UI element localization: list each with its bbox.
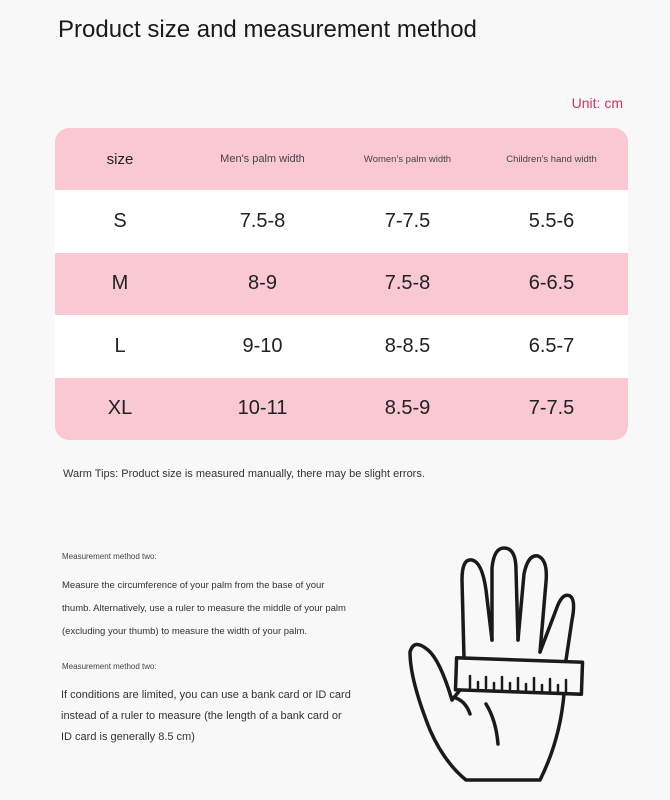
men-cell: 7.5-8 xyxy=(239,210,286,233)
method-label: Measurement method two: xyxy=(62,552,157,561)
header-children: Children's hand width xyxy=(506,153,597,165)
method-label: Measurement method two: xyxy=(62,662,157,671)
hand-with-ruler-icon xyxy=(408,546,585,782)
children-cell: 5.5-6 xyxy=(528,210,575,233)
size-cell: L xyxy=(114,334,126,357)
header-women: Women's palm width xyxy=(363,153,452,165)
header-size: size xyxy=(106,150,134,168)
warm-tips: Warm Tips: Product size is measured manu… xyxy=(63,468,425,480)
men-cell: 8-9 xyxy=(248,272,277,295)
table-row: L 9-10 8-8.5 6.5-7 xyxy=(55,315,628,378)
women-cell: 8-8.5 xyxy=(384,334,431,357)
children-cell: 6-6.5 xyxy=(528,272,575,295)
men-cell: 9-10 xyxy=(242,334,283,357)
unit-label: Unit: cm xyxy=(571,95,623,111)
children-cell: 7-7.5 xyxy=(528,397,575,420)
size-cell: M xyxy=(111,272,129,295)
men-cell: 10-11 xyxy=(237,397,288,420)
method-text: Measure the circumference of your palm f… xyxy=(62,580,346,637)
women-cell: 7.5-8 xyxy=(384,272,431,295)
table-row: M 8-9 7.5-8 6-6.5 xyxy=(55,252,628,316)
size-cell: XL xyxy=(107,397,133,420)
size-cell: S xyxy=(113,210,127,233)
method-text: If conditions are limited, you can use a… xyxy=(61,689,351,743)
table-row: XL 10-11 8.5-9 7-7.5 xyxy=(55,377,628,440)
table-header: size Men's palm width Women's palm width… xyxy=(55,128,628,191)
size-table: size Men's palm width Women's palm width… xyxy=(55,128,628,440)
page-title: Product size and measurement method xyxy=(58,16,477,43)
children-cell: 6.5-7 xyxy=(528,334,575,357)
women-cell: 7-7.5 xyxy=(384,210,431,233)
table-row: S 7.5-8 7-7.5 5.5-6 xyxy=(55,190,628,253)
women-cell: 8.5-9 xyxy=(384,397,431,420)
header-men: Men's palm width xyxy=(220,153,305,166)
